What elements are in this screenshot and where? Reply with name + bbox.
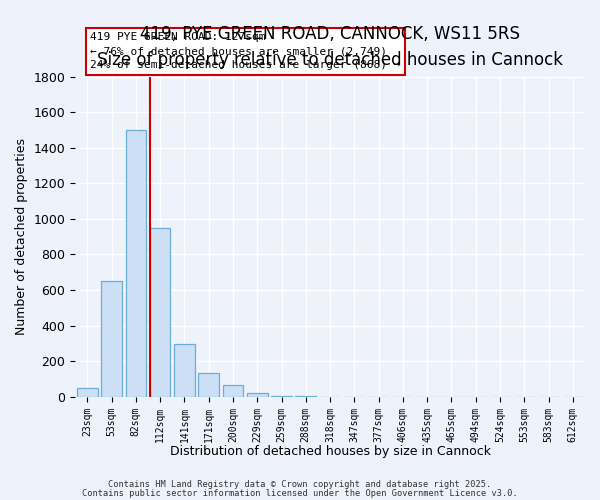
Bar — [174, 344, 195, 397]
Bar — [247, 393, 268, 397]
Text: Contains HM Land Registry data © Crown copyright and database right 2025.: Contains HM Land Registry data © Crown c… — [109, 480, 491, 489]
Bar — [125, 130, 146, 397]
X-axis label: Distribution of detached houses by size in Cannock: Distribution of detached houses by size … — [170, 444, 491, 458]
Bar — [150, 228, 170, 397]
Text: 419 PYE GREEN ROAD: 127sqm
← 76% of detached houses are smaller (2,749)
24% of s: 419 PYE GREEN ROAD: 127sqm ← 76% of deta… — [91, 32, 401, 70]
Title: 419, PYE GREEN ROAD, CANNOCK, WS11 5RS
Size of property relative to detached hou: 419, PYE GREEN ROAD, CANNOCK, WS11 5RS S… — [97, 25, 563, 70]
Bar — [223, 385, 243, 397]
Bar — [199, 372, 219, 397]
Y-axis label: Number of detached properties: Number of detached properties — [15, 138, 28, 335]
Bar — [77, 388, 98, 397]
Bar — [271, 396, 292, 397]
Bar — [101, 281, 122, 397]
Text: Contains public sector information licensed under the Open Government Licence v3: Contains public sector information licen… — [82, 489, 518, 498]
